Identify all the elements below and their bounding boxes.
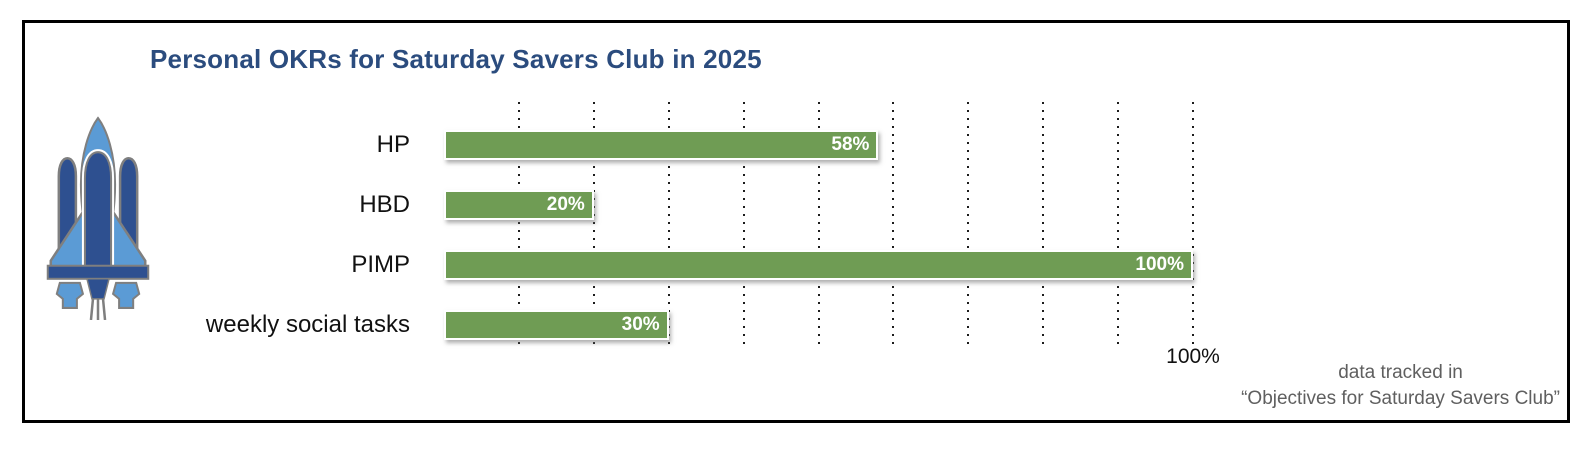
footnote: data tracked in “Objectives for Saturday… (1241, 360, 1560, 412)
gridline-100pct (1192, 102, 1194, 345)
footnote-line-2: “Objectives for Saturday Savers Club” (1241, 388, 1560, 409)
gridline-10pct (517, 102, 520, 345)
gridline-70pct (967, 102, 970, 345)
gridline-30pct (667, 102, 670, 345)
gridline-50pct (817, 102, 820, 345)
bar-hp: 58% (444, 130, 879, 160)
bar-value-label: 58% (831, 134, 870, 155)
chart-frame-border (22, 20, 1570, 423)
gridline-20pct (592, 102, 595, 345)
bar-pimp: 100% (444, 250, 1193, 280)
chart-title: Personal OKRs for Saturday Savers Club i… (150, 44, 762, 74)
gridline-90pct (1117, 102, 1120, 345)
category-label: weekly social tasks (205, 311, 410, 338)
category-label: PIMP (351, 251, 410, 278)
gridline-60pct (892, 102, 895, 345)
category-label: HP (376, 131, 410, 158)
bar-value-label: 100% (1135, 254, 1184, 275)
footnote-line-1: data tracked in (1338, 362, 1463, 383)
space-shuttle-icon (46, 116, 150, 320)
x-axis-max-label: 100% (1166, 345, 1220, 368)
gridline-80pct (1042, 102, 1045, 345)
bar-weekly-social-tasks: 30% (444, 310, 669, 340)
category-label: HBD (359, 191, 410, 218)
bar-value-label: 30% (621, 314, 660, 335)
bar-hbd: 20% (444, 190, 594, 220)
bar-value-label: 20% (546, 194, 585, 215)
gridline-40pct (742, 102, 745, 345)
